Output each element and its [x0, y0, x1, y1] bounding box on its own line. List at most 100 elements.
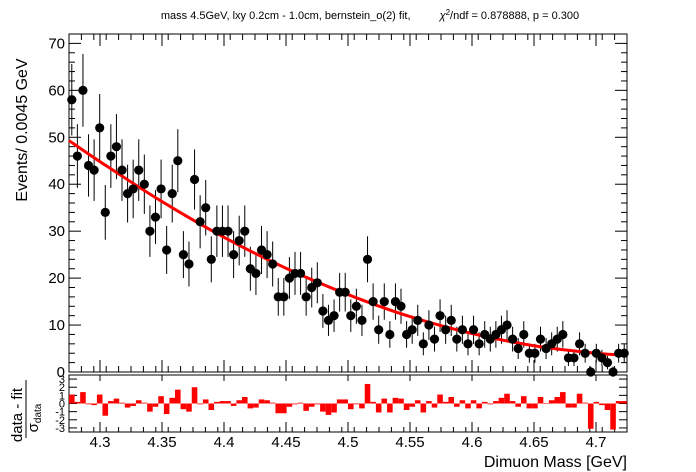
data-point	[351, 301, 361, 311]
pull-bar	[481, 401, 488, 404]
pull-bar	[431, 403, 438, 408]
data-point	[413, 315, 423, 325]
data-point	[95, 123, 105, 133]
data-point	[111, 142, 122, 152]
pull-bar	[91, 403, 97, 406]
data-point	[301, 292, 311, 302]
data-point	[145, 226, 155, 236]
y-tick-label: 0	[57, 364, 65, 381]
pull-y-tick-label: -3	[55, 423, 65, 435]
pull-bar	[135, 400, 142, 404]
pull-bar	[219, 401, 226, 404]
data-point	[368, 296, 378, 307]
pull-bar	[152, 403, 159, 407]
pull-bar	[576, 393, 583, 404]
pull-bar	[526, 403, 533, 409]
data-point	[357, 315, 367, 325]
data-point	[156, 184, 166, 194]
data-error-bars	[68, 53, 628, 373]
data-point	[206, 254, 216, 264]
data-point	[508, 334, 518, 344]
pull-bar	[197, 403, 203, 405]
pull-bar	[442, 401, 449, 404]
data-point	[441, 325, 451, 335]
x-tick-label: 4.45	[271, 434, 300, 451]
data-point	[574, 339, 585, 349]
x-tick-label: 4.3	[90, 434, 111, 451]
data-point	[329, 311, 339, 321]
pull-bar	[325, 403, 332, 415]
pull-bar	[375, 403, 382, 413]
pull-bar	[214, 401, 220, 404]
x-tick-label: 4.4	[214, 434, 235, 451]
pull-bar	[158, 396, 164, 404]
pull-bar	[286, 403, 293, 407]
pull-y-tick-label: 1	[59, 390, 65, 402]
data-point	[318, 306, 328, 316]
chart-title: mass 4.5GeV, lxy 0.2cm - 1.0cm, bernstei…	[161, 8, 579, 22]
data-point	[530, 348, 540, 358]
data-point	[240, 226, 250, 236]
pull-bar	[565, 403, 572, 408]
data-point	[435, 311, 445, 321]
x-axis-label: Dimuon Mass [GeV]	[484, 454, 627, 471]
pull-bar	[169, 397, 176, 404]
pull-bar	[454, 403, 460, 407]
pull-bar	[119, 402, 125, 404]
y-axis-label: Events/ 0.0045 GeV	[14, 58, 31, 202]
pull-bar	[102, 403, 109, 416]
pull-bar	[398, 398, 404, 404]
pull-label-numerator: data - fit	[9, 387, 26, 442]
y-tick-label: 50	[48, 129, 65, 146]
data-point	[535, 334, 546, 344]
pull-bar	[403, 403, 410, 411]
data-point	[223, 226, 233, 236]
pull-bar	[141, 402, 148, 404]
pull-bar	[236, 400, 242, 404]
y-tick-label: 70	[48, 35, 65, 52]
pull-bar	[571, 403, 577, 408]
pull-bar	[498, 397, 505, 404]
data-point	[429, 334, 440, 344]
y-tick-label: 60	[48, 82, 65, 99]
pull-label-denominator: σdata	[25, 403, 44, 432]
data-point	[602, 358, 613, 368]
pull-bar	[269, 402, 276, 404]
pull-bar	[163, 403, 170, 415]
pull-bar	[264, 400, 270, 404]
data-point	[67, 95, 77, 105]
pull-y-tick-label: -1	[55, 407, 65, 419]
data-point	[513, 343, 523, 354]
pull-bar	[381, 398, 388, 404]
pull-bar	[85, 403, 92, 405]
data-point	[446, 315, 456, 325]
pull-bar	[241, 396, 248, 404]
pull-bar	[275, 403, 282, 414]
pull-bar	[504, 393, 510, 404]
data-points	[67, 85, 629, 377]
x-tick-label: 4.6	[462, 434, 483, 451]
data-point	[457, 325, 467, 335]
pull-bar	[191, 387, 198, 404]
data-point	[463, 339, 473, 349]
data-point	[502, 320, 512, 330]
pull-bar	[543, 403, 549, 404]
pull-bar	[230, 403, 237, 406]
data-point	[100, 207, 110, 217]
y-tick-label: 40	[48, 176, 65, 193]
pull-bar	[175, 389, 181, 404]
pull-bar	[610, 403, 616, 430]
fit-curve-line	[68, 139, 628, 357]
data-point	[346, 311, 356, 321]
pull-bar	[342, 399, 348, 404]
pull-bar	[69, 394, 75, 404]
pull-bar	[582, 402, 588, 404]
pull-bar	[247, 403, 254, 409]
pull-bar	[587, 403, 594, 429]
data-point	[418, 339, 428, 349]
pull-y-axis-label: data - fit σdata	[9, 380, 44, 442]
x-tick-label: 4.55	[395, 434, 424, 451]
